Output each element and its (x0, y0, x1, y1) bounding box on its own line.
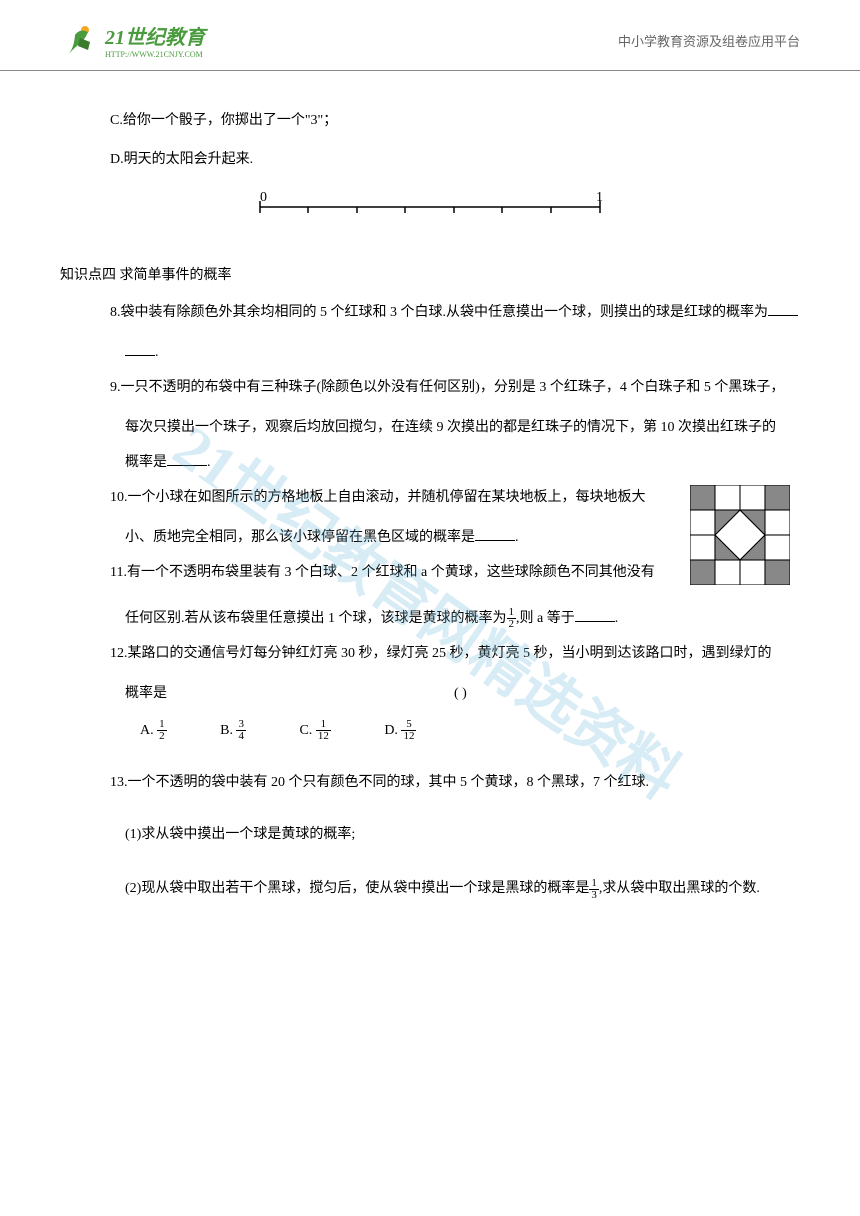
q13-sub2-text2: ,求从袋中取出黑球的个数. (599, 881, 760, 896)
question-9-line2: 每次只摸出一个珠子，观察后均放回搅匀，在连续 9 次摸出的都是红珠子的情况下，第… (60, 410, 800, 445)
question-13-line1: 13.一个不透明的袋中装有 20 个只有颜色不同的球，其中 5 个黄球，8 个黑… (60, 765, 800, 800)
q9-text3: 概率是 (125, 455, 167, 470)
q10-period: . (515, 530, 519, 545)
q9-period: . (207, 455, 211, 470)
option-d: D.明天的太阳会升起来. (60, 140, 800, 179)
number-line-label-0: 0 (260, 190, 267, 205)
grid-figure (690, 485, 790, 601)
q12-option-b: B. 34 (220, 711, 246, 750)
header-right-text: 中小学教育资源及组卷应用平台 (618, 31, 800, 50)
q10-blank (475, 527, 515, 541)
question-12-line2: 概率是 ( ) (60, 676, 800, 711)
q8-blank (768, 302, 798, 316)
q8-period: . (155, 345, 159, 360)
q9-blank (167, 452, 207, 466)
question-9-line1: 9.一只不透明的布袋中有三种珠子(除颜色以外没有任何区别)，分别是 3 个红珠子… (60, 370, 800, 405)
q13-sub2-fraction: 13 (589, 878, 599, 901)
question-9-line3: 概率是. (60, 445, 800, 480)
question-11-line1: 11.有一个不透明布袋里装有 3 个白球、2 个红球和 a 个黄球，这些球除颜色… (60, 555, 800, 590)
q11-text2b: ,则 a 等于 (516, 611, 575, 626)
question-8: 8.袋中装有除颜色外其余均相同的 5 个红球和 3 个白球.从袋中任意摸出一个球… (60, 295, 800, 330)
question-12-line1: 12.某路口的交通信号灯每分钟红灯亮 30 秒，绿灯亮 25 秒，黄灯亮 5 秒… (60, 636, 800, 671)
question-12-options: A. 12 B. 34 C. 112 D. 512 (60, 711, 800, 750)
section-4-title: 知识点四 求简单事件的概率 (60, 256, 800, 295)
option-c: C.给你一个骰子，你掷出了一个"3"； (60, 101, 800, 140)
q11-text2a: 任何区别.若从该布袋里任意摸出 1 个球，该球是黄球的概率为 (125, 611, 507, 626)
content-area: C.给你一个骰子，你掷出了一个"3"； D.明天的太阳会升起来. 0 1 知识点… (0, 101, 860, 909)
q12-option-a: A. 12 (140, 711, 167, 750)
question-10-line1: 10.一个小球在如图所示的方格地板上自由滚动，并随机停留在某块地板上，每块地板大 (60, 480, 800, 515)
q11-blank (575, 608, 615, 622)
logo-text-main: 21世纪教育 (105, 27, 205, 49)
q12-paren: ( ) (454, 686, 467, 701)
question-10-line2: 小、质地完全相同，那么该小球停留在黑色区域的概率是. (60, 520, 800, 555)
q12-option-d: D. 512 (384, 711, 416, 750)
q11-period: . (615, 611, 619, 626)
q10-text2: 小、质地完全相同，那么该小球停留在黑色区域的概率是 (125, 530, 475, 545)
number-line-figure: 0 1 (60, 189, 800, 235)
question-11-line2: 任何区别.若从该布袋里任意摸出 1 个球，该球是黄球的概率为12,则 a 等于. (60, 601, 800, 636)
logo-text-sub: HTTP://WWW.21CNJY.COM (105, 50, 205, 59)
question-13-sub1: (1)求从袋中摸出一个球是黄球的概率; (60, 815, 800, 854)
q12-option-c: C. 112 (299, 711, 330, 750)
q13-sub2-text1: (2)现从袋中取出若干个黑球，搅匀后，使从袋中摸出一个球是黑球的概率是 (125, 881, 589, 896)
logo-icon (60, 20, 100, 60)
q12-text2: 概率是 (125, 686, 167, 701)
logo: 21世纪教育 HTTP://WWW.21CNJY.COM (60, 20, 205, 60)
q11-fraction: 12 (507, 607, 517, 630)
q8-text: 8.袋中装有除颜色外其余均相同的 5 个红球和 3 个白球.从袋中任意摸出一个球… (110, 305, 768, 320)
q8-blank2 (125, 342, 155, 356)
question-8-continue: . (60, 335, 800, 370)
question-13-sub2: (2)现从袋中取出若干个黑球，搅匀后，使从袋中摸出一个球是黑球的概率是13,求从… (60, 869, 800, 908)
page-header: 21世纪教育 HTTP://WWW.21CNJY.COM 中小学教育资源及组卷应… (0, 0, 860, 71)
